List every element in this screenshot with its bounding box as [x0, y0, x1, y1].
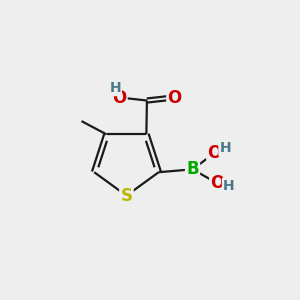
Text: H: H: [223, 179, 235, 193]
Text: O: O: [112, 88, 126, 106]
Text: O: O: [210, 174, 225, 192]
Text: H: H: [219, 141, 231, 155]
Text: O: O: [208, 144, 222, 162]
Text: O: O: [167, 88, 182, 106]
Text: B: B: [186, 160, 199, 178]
Text: S: S: [120, 187, 132, 205]
Text: H: H: [109, 81, 121, 95]
